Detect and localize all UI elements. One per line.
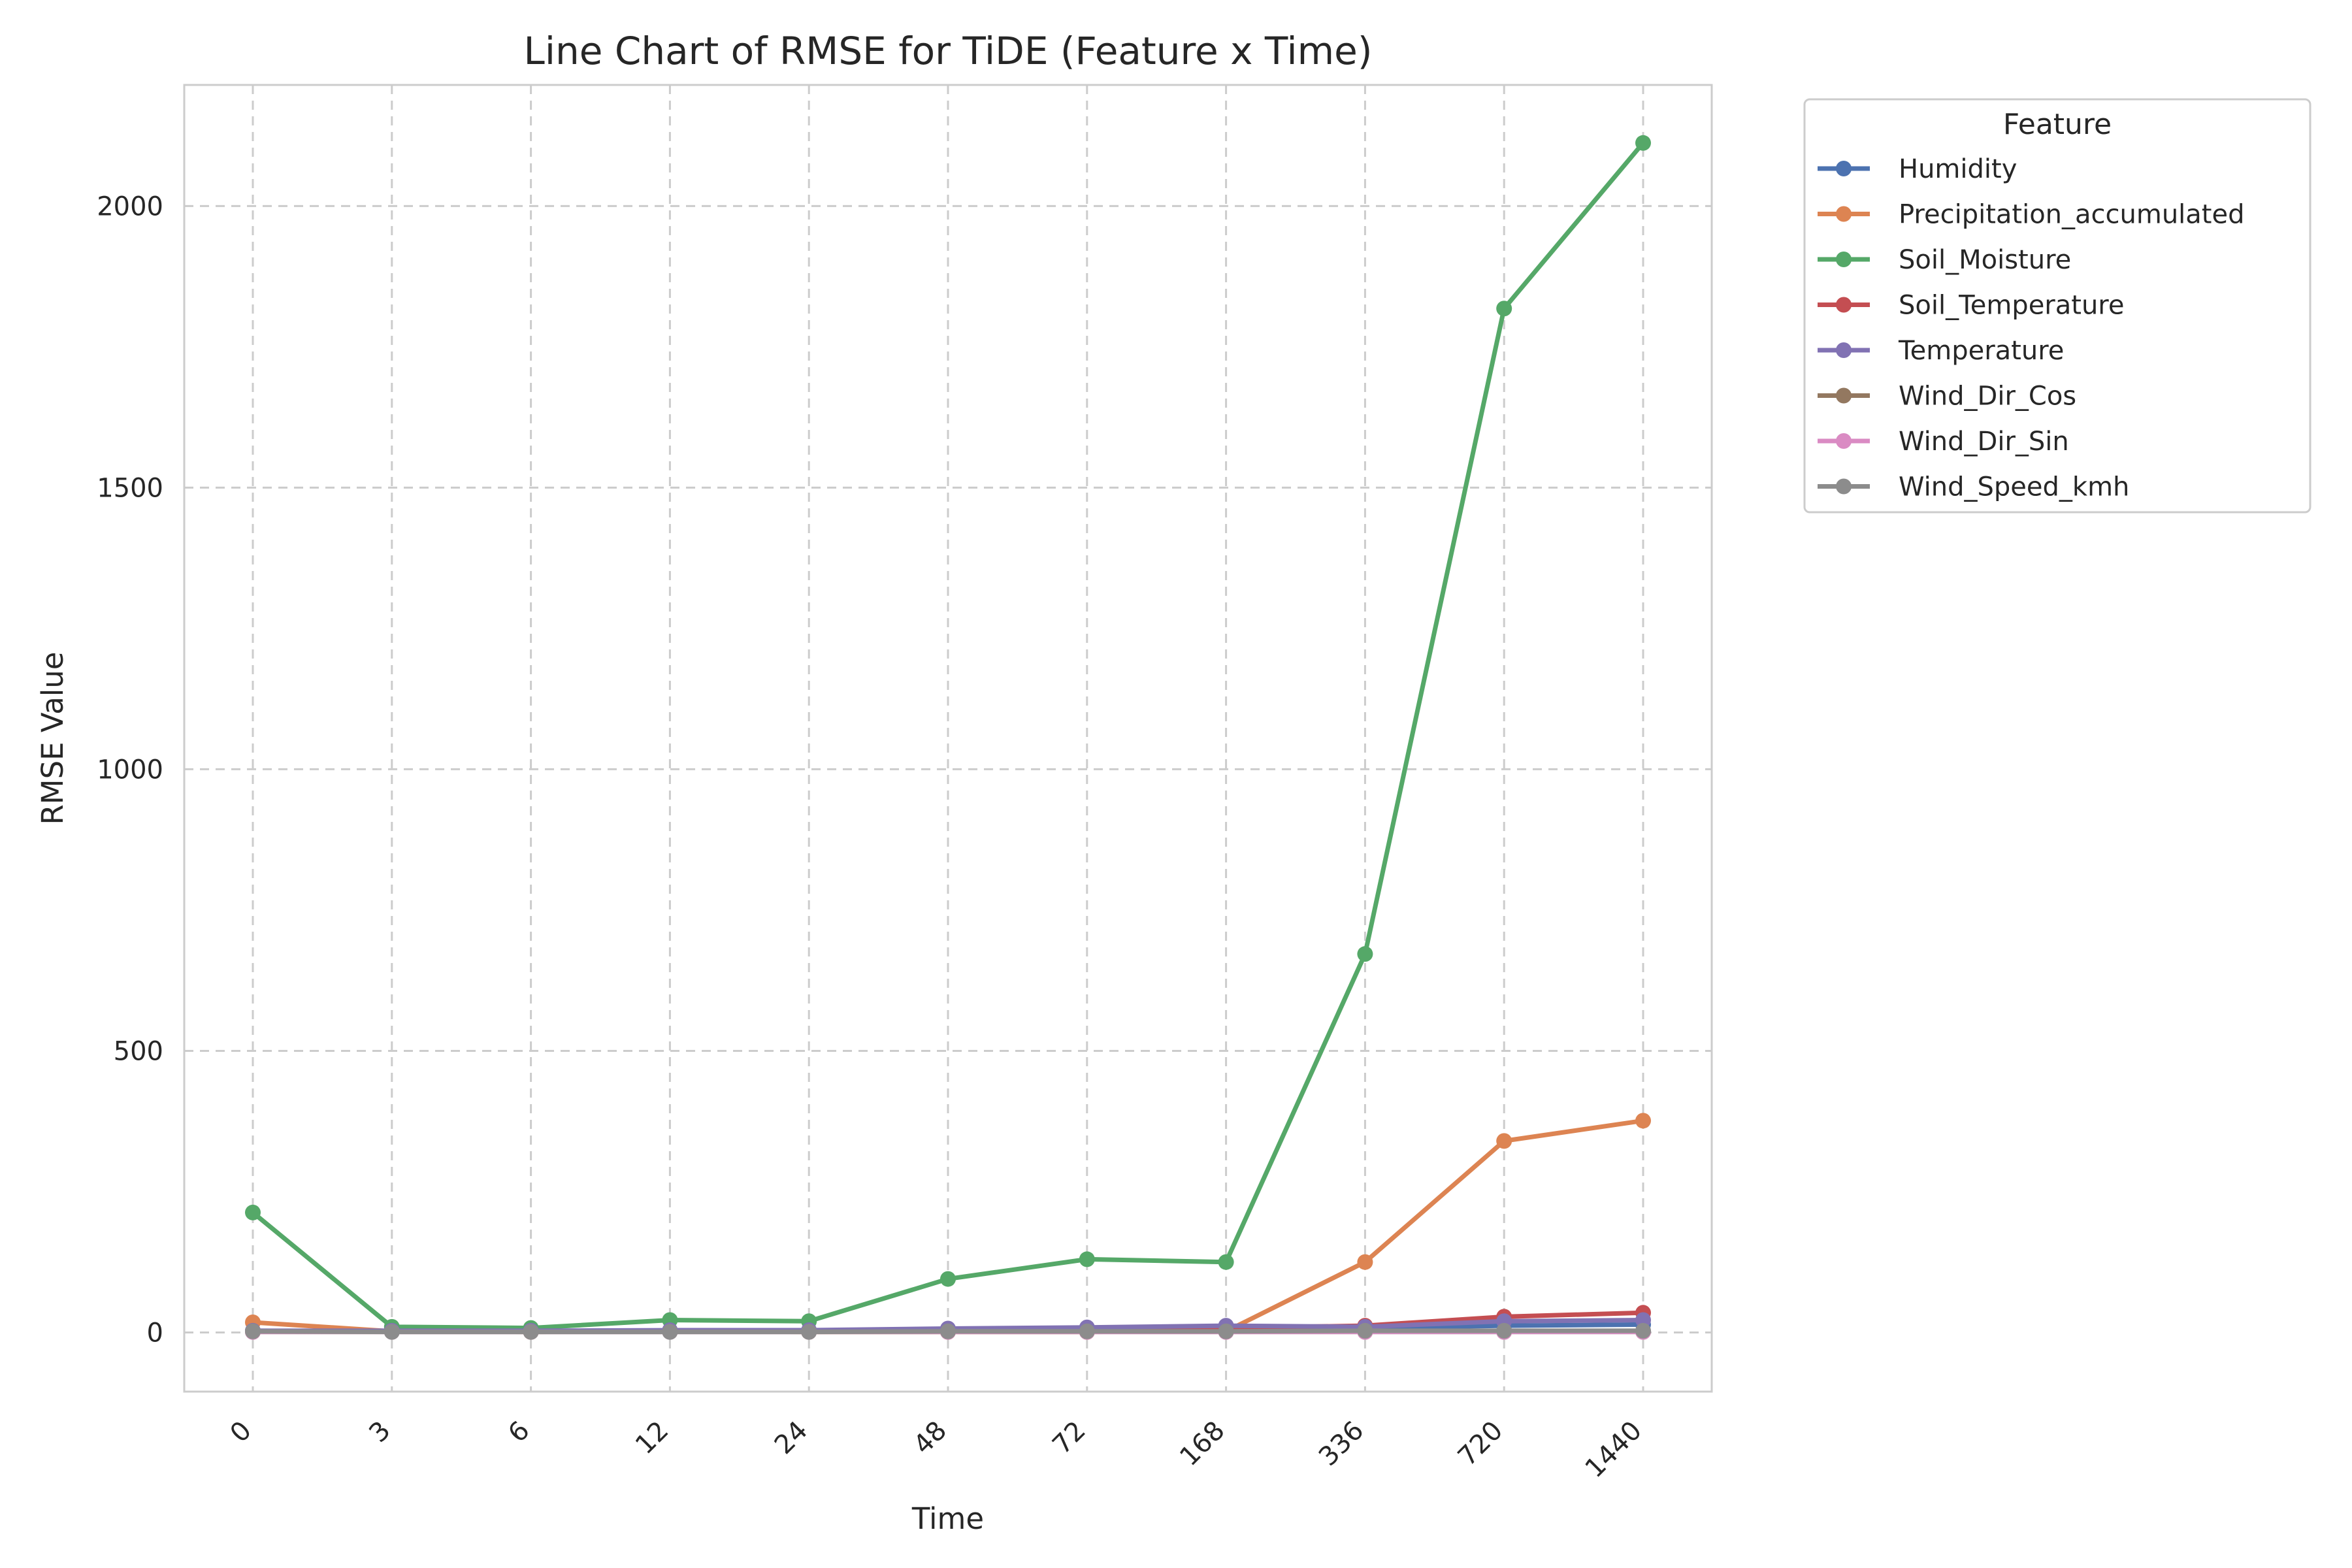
data-point — [662, 1324, 678, 1340]
data-point — [384, 1324, 400, 1340]
legend-label: Soil_Moisture — [1899, 245, 2071, 275]
x-tick-label: 720 — [1452, 1416, 1509, 1473]
data-point — [1357, 1254, 1373, 1270]
data-point — [245, 1204, 261, 1220]
x-axis-label: Time — [911, 1501, 984, 1536]
x-tick-label: 1440 — [1580, 1416, 1648, 1484]
chart-title: Line Chart of RMSE for TiDE (Feature x T… — [524, 29, 1373, 73]
x-tick-label: 24 — [769, 1416, 814, 1461]
legend-swatch-marker — [1836, 433, 1852, 449]
data-point — [1635, 1322, 1651, 1339]
series-precipitation-accumulated — [245, 1113, 1651, 1340]
legend-swatch-marker — [1836, 478, 1852, 495]
x-tick-label: 72 — [1047, 1416, 1092, 1461]
data-point — [523, 1324, 539, 1340]
data-point — [1218, 1323, 1234, 1339]
data-point — [940, 1323, 956, 1339]
legend-item: Precipitation_accumulated — [1818, 200, 2245, 230]
data-point — [1496, 1133, 1512, 1149]
legend-label: Temperature — [1898, 336, 2064, 366]
legend-item: Soil_Temperature — [1818, 291, 2124, 321]
data-point — [1079, 1323, 1095, 1339]
x-tick-label: 3 — [363, 1416, 397, 1449]
legend-label: Humidity — [1899, 154, 2017, 184]
tick-layer: 0 3 6 12 24 48 72 168 336 720 1440 0 500 1000 1500 2000 — [97, 191, 1648, 1484]
y-tick-label: 1000 — [97, 755, 163, 785]
data-point — [1357, 1322, 1373, 1339]
y-axis-label: RMSE Value — [35, 652, 70, 825]
legend-label: Soil_Temperature — [1899, 291, 2124, 321]
series-wind-speed-kmh — [245, 1322, 1651, 1340]
y-tick-label: 500 — [114, 1036, 163, 1066]
legend-item: Soil_Moisture — [1818, 245, 2071, 275]
legend-swatch-marker — [1836, 387, 1852, 404]
legend-swatch-marker — [1836, 297, 1852, 313]
data-point — [1079, 1251, 1095, 1267]
plot-frame — [183, 84, 1713, 1393]
x-tick-label: 336 — [1313, 1416, 1370, 1473]
data-point — [1496, 301, 1512, 317]
legend-item: Wind_Dir_Sin — [1818, 427, 2069, 457]
data-point — [1357, 946, 1373, 962]
x-tick-label: 0 — [225, 1416, 258, 1449]
data-point — [245, 1323, 261, 1339]
x-tick-label: 6 — [502, 1416, 536, 1449]
x-tick-label: 12 — [630, 1416, 675, 1461]
data-point — [1496, 1322, 1512, 1339]
legend-title: Feature — [2003, 108, 2112, 141]
data-point — [1635, 1113, 1651, 1129]
legend-label: Wind_Dir_Sin — [1899, 427, 2069, 457]
y-tick-label: 0 — [147, 1318, 163, 1348]
x-tick-label: 168 — [1174, 1416, 1231, 1473]
y-tick-label: 1500 — [97, 473, 163, 503]
grid-layer — [184, 85, 1712, 1392]
data-point — [1218, 1254, 1234, 1270]
data-point — [801, 1324, 817, 1340]
legend-item: Humidity — [1818, 154, 2017, 184]
legend-label: Precipitation_accumulated — [1899, 200, 2245, 230]
legend-item: Temperature — [1818, 336, 2064, 366]
legend-swatch-marker — [1836, 342, 1852, 358]
legend-swatch-marker — [1836, 252, 1852, 267]
series-layer — [245, 135, 1651, 1340]
legend-swatch-marker — [1836, 206, 1852, 222]
data-point — [1635, 135, 1651, 151]
x-tick-label: 48 — [908, 1416, 953, 1461]
legend-item: Wind_Speed_kmh — [1818, 472, 2129, 502]
legend: Feature Humidity Precipitation_accumulate… — [1803, 98, 2311, 514]
legend-items: Humidity Precipitation_accumulated Soil_Mo… — [1818, 154, 2245, 502]
legend-label: Wind_Speed_kmh — [1899, 472, 2129, 502]
y-tick-label: 2000 — [97, 191, 163, 221]
legend-item: Wind_Dir_Cos — [1818, 382, 2076, 412]
data-point — [940, 1271, 956, 1287]
legend-label: Wind_Dir_Cos — [1899, 382, 2076, 412]
legend-box — [1803, 98, 2311, 514]
legend-swatch-marker — [1836, 161, 1852, 176]
